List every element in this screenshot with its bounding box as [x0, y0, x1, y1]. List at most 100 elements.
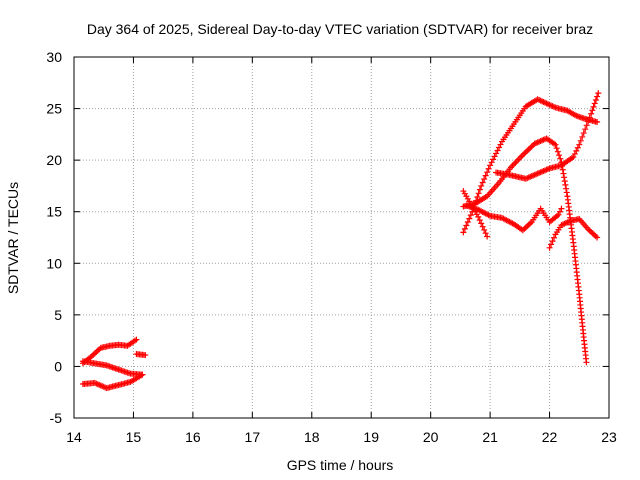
data-point-marker [478, 182, 485, 189]
x-tick-label: 16 [185, 429, 201, 445]
data-point-marker [490, 156, 497, 163]
data-point-marker [563, 189, 570, 196]
data-point-marker [558, 205, 565, 212]
data-point-marker [561, 178, 568, 185]
data-point-marker [586, 227, 593, 234]
y-tick-label: 15 [46, 204, 62, 220]
data-point-marker [524, 147, 531, 154]
data-point-marker [563, 185, 570, 192]
data-point-marker [475, 213, 482, 220]
data-point-marker [588, 110, 595, 117]
x-tick-label: 21 [482, 429, 498, 445]
data-point-marker [491, 153, 498, 160]
data-point-marker [595, 90, 602, 97]
data-point-marker [582, 126, 589, 133]
data-point-marker [556, 208, 563, 215]
x-axis-label: GPS time / hours [287, 457, 394, 473]
data-point-marker [464, 219, 471, 226]
data-point-marker [484, 233, 491, 240]
data-point-marker [525, 221, 532, 228]
data-point-marker [487, 162, 494, 169]
data-point-marker [497, 141, 504, 148]
data-point-marker [481, 226, 488, 233]
y-axis-label: SDTVAR / TECUs [5, 182, 21, 294]
data-point-marker [461, 225, 468, 232]
data-point-marker [475, 190, 482, 197]
y-tick-label: 20 [46, 152, 62, 168]
data-point-marker [94, 347, 101, 354]
data-point-marker [573, 147, 580, 154]
x-tick-labels: 14 15 16 17 18 19 20 21 22 23 [66, 429, 617, 445]
y-tick-labels: -5 0 5 10 15 20 25 30 [46, 49, 62, 426]
data-point-marker [478, 220, 485, 227]
data-points [79, 90, 602, 392]
y-tick-label: -5 [50, 410, 63, 426]
data-point-marker [528, 143, 535, 150]
y-tick-label: 30 [46, 49, 62, 65]
data-point-marker [591, 100, 598, 107]
data-point-marker [552, 141, 559, 148]
data-point-marker [594, 93, 601, 100]
data-point-marker [555, 211, 562, 218]
data-point-marker [91, 350, 98, 357]
data-point-marker [467, 212, 474, 219]
data-point-marker [488, 159, 495, 166]
x-tick-label: 23 [601, 429, 617, 445]
data-point-marker [577, 137, 584, 144]
data-point-marker [474, 193, 481, 200]
data-point-marker [591, 231, 598, 238]
data-point-marker [460, 229, 467, 236]
data-point-marker [583, 122, 590, 129]
data-point-marker [496, 144, 503, 151]
data-point-marker [482, 230, 489, 237]
data-point-marker [485, 165, 492, 172]
data-point-marker [579, 133, 586, 140]
x-tick-label: 15 [126, 429, 142, 445]
data-point-marker [466, 215, 473, 222]
data-point-marker [592, 233, 599, 240]
data-point-marker [583, 359, 590, 366]
data-point-marker [580, 130, 587, 137]
data-point-marker [554, 148, 561, 155]
data-point-marker [562, 181, 569, 188]
data-point-marker [484, 169, 491, 176]
data-point-marker [525, 146, 532, 153]
data-point-marker [494, 147, 501, 154]
x-tick-label: 20 [423, 429, 439, 445]
data-point-marker [570, 154, 577, 161]
data-point-marker [142, 352, 149, 359]
data-point-marker [139, 371, 146, 378]
data-point-marker [522, 149, 529, 156]
y-tick-label: 0 [54, 358, 62, 374]
data-point-marker [546, 244, 553, 251]
data-point-marker [589, 230, 596, 237]
data-point-marker [521, 225, 528, 232]
data-point-marker [557, 155, 564, 162]
data-point-marker [549, 238, 556, 245]
data-point-marker [589, 107, 596, 114]
data-point-marker [481, 176, 488, 183]
data-point-marker [133, 336, 140, 343]
data-point-marker [479, 179, 486, 186]
x-tick-label: 14 [66, 429, 82, 445]
data-point-marker [560, 170, 567, 177]
data-point-marker [493, 150, 500, 157]
data-point-marker [524, 223, 531, 230]
y-tick-label: 10 [46, 255, 62, 271]
data-point-marker [576, 141, 583, 148]
data-point-marker [521, 150, 528, 157]
data-point-marker [592, 96, 599, 103]
data-point-marker [463, 222, 470, 229]
data-point-marker [93, 348, 100, 355]
plot-frame [73, 56, 610, 419]
data-point-marker [588, 228, 595, 235]
data-point-marker [476, 217, 483, 224]
x-tick-label: 17 [245, 429, 261, 445]
data-point-marker [551, 234, 558, 241]
data-point-marker [553, 145, 560, 152]
data-point-marker [594, 234, 601, 241]
data-point-marker [556, 152, 563, 159]
data-point-marker [561, 174, 568, 181]
data-point-marker [482, 172, 489, 179]
